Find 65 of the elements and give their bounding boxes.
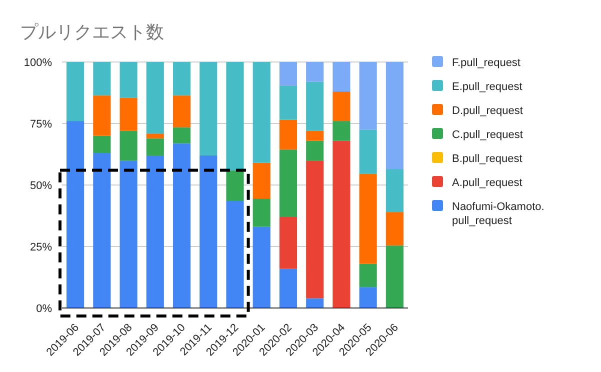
- y-tick-label: 25%: [30, 242, 52, 254]
- bar: [386, 245, 404, 308]
- bar: [332, 62, 350, 92]
- bar: [172, 127, 191, 144]
- bar: [120, 130, 138, 160]
- bar: [359, 174, 377, 264]
- legend-label: E.pull_request: [452, 81, 522, 93]
- bar: [279, 120, 298, 150]
- bar: [146, 138, 164, 156]
- legend-label: A.pull_request: [452, 177, 522, 189]
- bar: [386, 62, 404, 170]
- chart-title: プルリクエスト数: [20, 22, 164, 42]
- legend-label: C.pull_request: [452, 129, 523, 141]
- bar: [226, 200, 244, 308]
- bar: [359, 62, 377, 130]
- bar: [93, 153, 111, 308]
- bar: [120, 62, 138, 98]
- bar: [332, 140, 350, 308]
- bar: [252, 226, 270, 308]
- bar: [172, 95, 191, 128]
- bar: [306, 62, 324, 82]
- y-tick-label: 75%: [30, 118, 52, 130]
- bar: [200, 155, 218, 308]
- bar: [66, 62, 84, 122]
- bar: [120, 160, 138, 308]
- bar: [386, 212, 404, 246]
- bar: [172, 143, 191, 308]
- bar: [306, 298, 324, 308]
- bar: [252, 162, 270, 199]
- bar: [359, 264, 377, 288]
- bar: [146, 62, 164, 134]
- bar: [279, 216, 298, 269]
- bar: [66, 121, 84, 308]
- bar: [306, 82, 324, 131]
- bar: [226, 170, 244, 201]
- bar: [332, 121, 350, 141]
- legend-label: B.pull_request: [452, 153, 522, 165]
- bar: [93, 62, 111, 96]
- y-tick-label: 50%: [30, 180, 52, 192]
- y-tick-label: 100%: [24, 57, 52, 69]
- bar: [226, 62, 244, 170]
- bar: [279, 149, 298, 217]
- bar: [359, 130, 377, 174]
- bar: [306, 140, 324, 160]
- bar: [93, 95, 111, 136]
- bar: [252, 198, 270, 227]
- bar: [279, 62, 298, 86]
- bar: [306, 130, 324, 141]
- bar: [120, 98, 138, 131]
- bar: [306, 160, 324, 298]
- legend-label: F.pull_request: [452, 57, 520, 69]
- bar: [279, 268, 298, 308]
- bar: [332, 92, 350, 122]
- bar: [386, 169, 404, 212]
- bar: [172, 62, 191, 96]
- bar: [146, 155, 164, 308]
- bar: [200, 62, 218, 156]
- bar: [146, 133, 164, 138]
- y-tick-label: 0%: [36, 303, 52, 315]
- bar: [252, 62, 270, 163]
- bar: [93, 136, 111, 154]
- legend-label: Naofumi-Okamoto. pull_request: [452, 201, 544, 227]
- bar: [279, 85, 298, 120]
- bar: [359, 287, 377, 308]
- legend-label: D.pull_request: [452, 105, 523, 117]
